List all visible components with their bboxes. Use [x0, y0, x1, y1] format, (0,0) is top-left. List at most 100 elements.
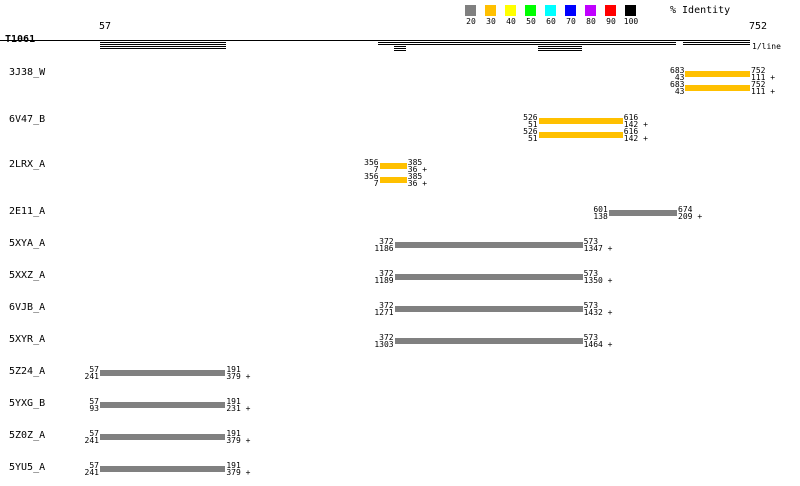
query-start-label: 57 — [99, 21, 112, 32]
query-start: 57 — [89, 365, 99, 374]
query-end: 191 — [226, 365, 241, 374]
query-start: 601 — [593, 205, 608, 214]
subject-end: 111 + — [751, 87, 776, 96]
legend-swatch-70 — [565, 5, 576, 16]
coverage-lines — [100, 42, 226, 49]
query-end: 616 — [623, 127, 639, 136]
hit-name[interactable]: 2LRX_A — [9, 159, 46, 170]
legend-swatch-80 — [585, 5, 596, 16]
query-end: 191 — [226, 461, 241, 470]
query-start: 683 — [670, 80, 685, 89]
hit-name[interactable]: 5XYR_A — [9, 334, 46, 345]
coverage-lines — [378, 42, 676, 45]
alignment-bar — [379, 163, 407, 169]
alignment-bar — [394, 338, 583, 344]
legend-swatch-20 — [465, 5, 476, 16]
hit-name[interactable]: 2E11_A — [9, 206, 46, 217]
alignment-bar — [379, 177, 407, 183]
query-end: 385 — [407, 158, 423, 167]
legend-swatch-50 — [525, 5, 536, 16]
subject-end: 379 + — [226, 372, 251, 381]
coverage-lines — [683, 42, 750, 45]
subject-start: 1186 — [374, 244, 394, 253]
subject-start: 51 — [527, 134, 538, 143]
subject-end: 36 + — [407, 165, 428, 174]
subject-end: 379 + — [226, 436, 251, 445]
subject-start: 1189 — [374, 276, 394, 285]
subject-end: 231 + — [226, 404, 251, 413]
legend-title: % Identity — [670, 5, 731, 16]
subject-end: 1347 + — [583, 244, 613, 253]
query-end: 573 — [583, 269, 599, 278]
legend-label-100: 100 — [623, 17, 639, 26]
query-start: 57 — [89, 429, 99, 438]
query-end: 752 — [751, 80, 766, 89]
query-start: 356 — [364, 158, 379, 167]
query-start: 356 — [364, 172, 379, 181]
subject-start: 7 — [373, 179, 379, 188]
hit-name[interactable]: 6VJB_A — [9, 302, 46, 313]
legend-label-20: 20 — [466, 17, 476, 26]
query-start: 57 — [89, 461, 99, 470]
alignment-bar — [685, 71, 750, 77]
subject-start: 241 — [84, 468, 99, 477]
query-end-label: 752 — [749, 21, 768, 32]
coverage-lines — [608, 44, 623, 45]
query-end: 573 — [583, 237, 599, 246]
query-start: 372 — [379, 333, 394, 342]
alignment-bar — [100, 434, 226, 440]
legend-label-80: 80 — [586, 17, 596, 26]
hit-name[interactable]: 5Z0Z_A — [9, 430, 46, 441]
alignment-bar — [394, 306, 583, 312]
hit-name[interactable]: 5XYA_A — [9, 238, 46, 249]
hit-name[interactable]: 5YXG_B — [9, 398, 46, 409]
subject-start: 138 — [593, 212, 608, 221]
subject-start: 241 — [84, 436, 99, 445]
hit-name[interactable]: 5Z24_A — [9, 366, 46, 377]
query-axis-line — [0, 40, 750, 41]
legend-swatch-90 — [605, 5, 616, 16]
hit-name[interactable]: 6V47_B — [9, 114, 46, 125]
legend-swatch-30 — [485, 5, 496, 16]
subject-start: 241 — [84, 372, 99, 381]
query-start: 372 — [379, 269, 394, 278]
subject-end: 142 + — [623, 134, 648, 143]
hit-name[interactable]: 3J38_W — [9, 67, 46, 78]
query-start: 683 — [670, 66, 685, 75]
query-start: 526 — [523, 113, 538, 122]
query-end: 573 — [583, 333, 599, 342]
subject-start: 1271 — [374, 308, 394, 317]
alignment-bar — [394, 274, 583, 280]
hit-name[interactable]: 5XXZ_A — [9, 270, 46, 281]
alignment-bar — [100, 402, 226, 408]
subject-end: 111 + — [751, 73, 776, 82]
scale-note: 1/line — [752, 42, 781, 51]
subject-start: 7 — [373, 165, 379, 174]
subject-end: 1432 + — [583, 308, 613, 317]
legend-label-70: 70 — [566, 17, 576, 26]
hit-name[interactable]: 5YU5_A — [9, 462, 46, 473]
alignment-bar — [100, 370, 226, 376]
coverage-lines — [394, 46, 406, 51]
alignment-bar — [608, 210, 678, 216]
legend-label-30: 30 — [486, 17, 496, 26]
legend-swatch-40 — [505, 5, 516, 16]
query-start: 57 — [89, 397, 99, 406]
legend-swatch-100 — [625, 5, 636, 16]
coverage-lines — [538, 46, 582, 51]
query-end: 616 — [623, 113, 639, 122]
query-start: 372 — [379, 301, 394, 310]
alignment-bar — [538, 132, 623, 138]
subject-end: 1350 + — [583, 276, 613, 285]
target-name: T1061 — [5, 34, 35, 45]
legend-label-50: 50 — [526, 17, 536, 26]
legend-swatch-60 — [545, 5, 556, 16]
legend-label-60: 60 — [546, 17, 556, 26]
query-end: 752 — [751, 66, 766, 75]
subject-start: 1303 — [374, 340, 394, 349]
subject-end: 142 + — [623, 120, 648, 129]
query-end: 385 — [407, 172, 423, 181]
subject-start: 43 — [674, 73, 685, 82]
query-start: 372 — [379, 237, 394, 246]
subject-end: 1464 + — [583, 340, 613, 349]
